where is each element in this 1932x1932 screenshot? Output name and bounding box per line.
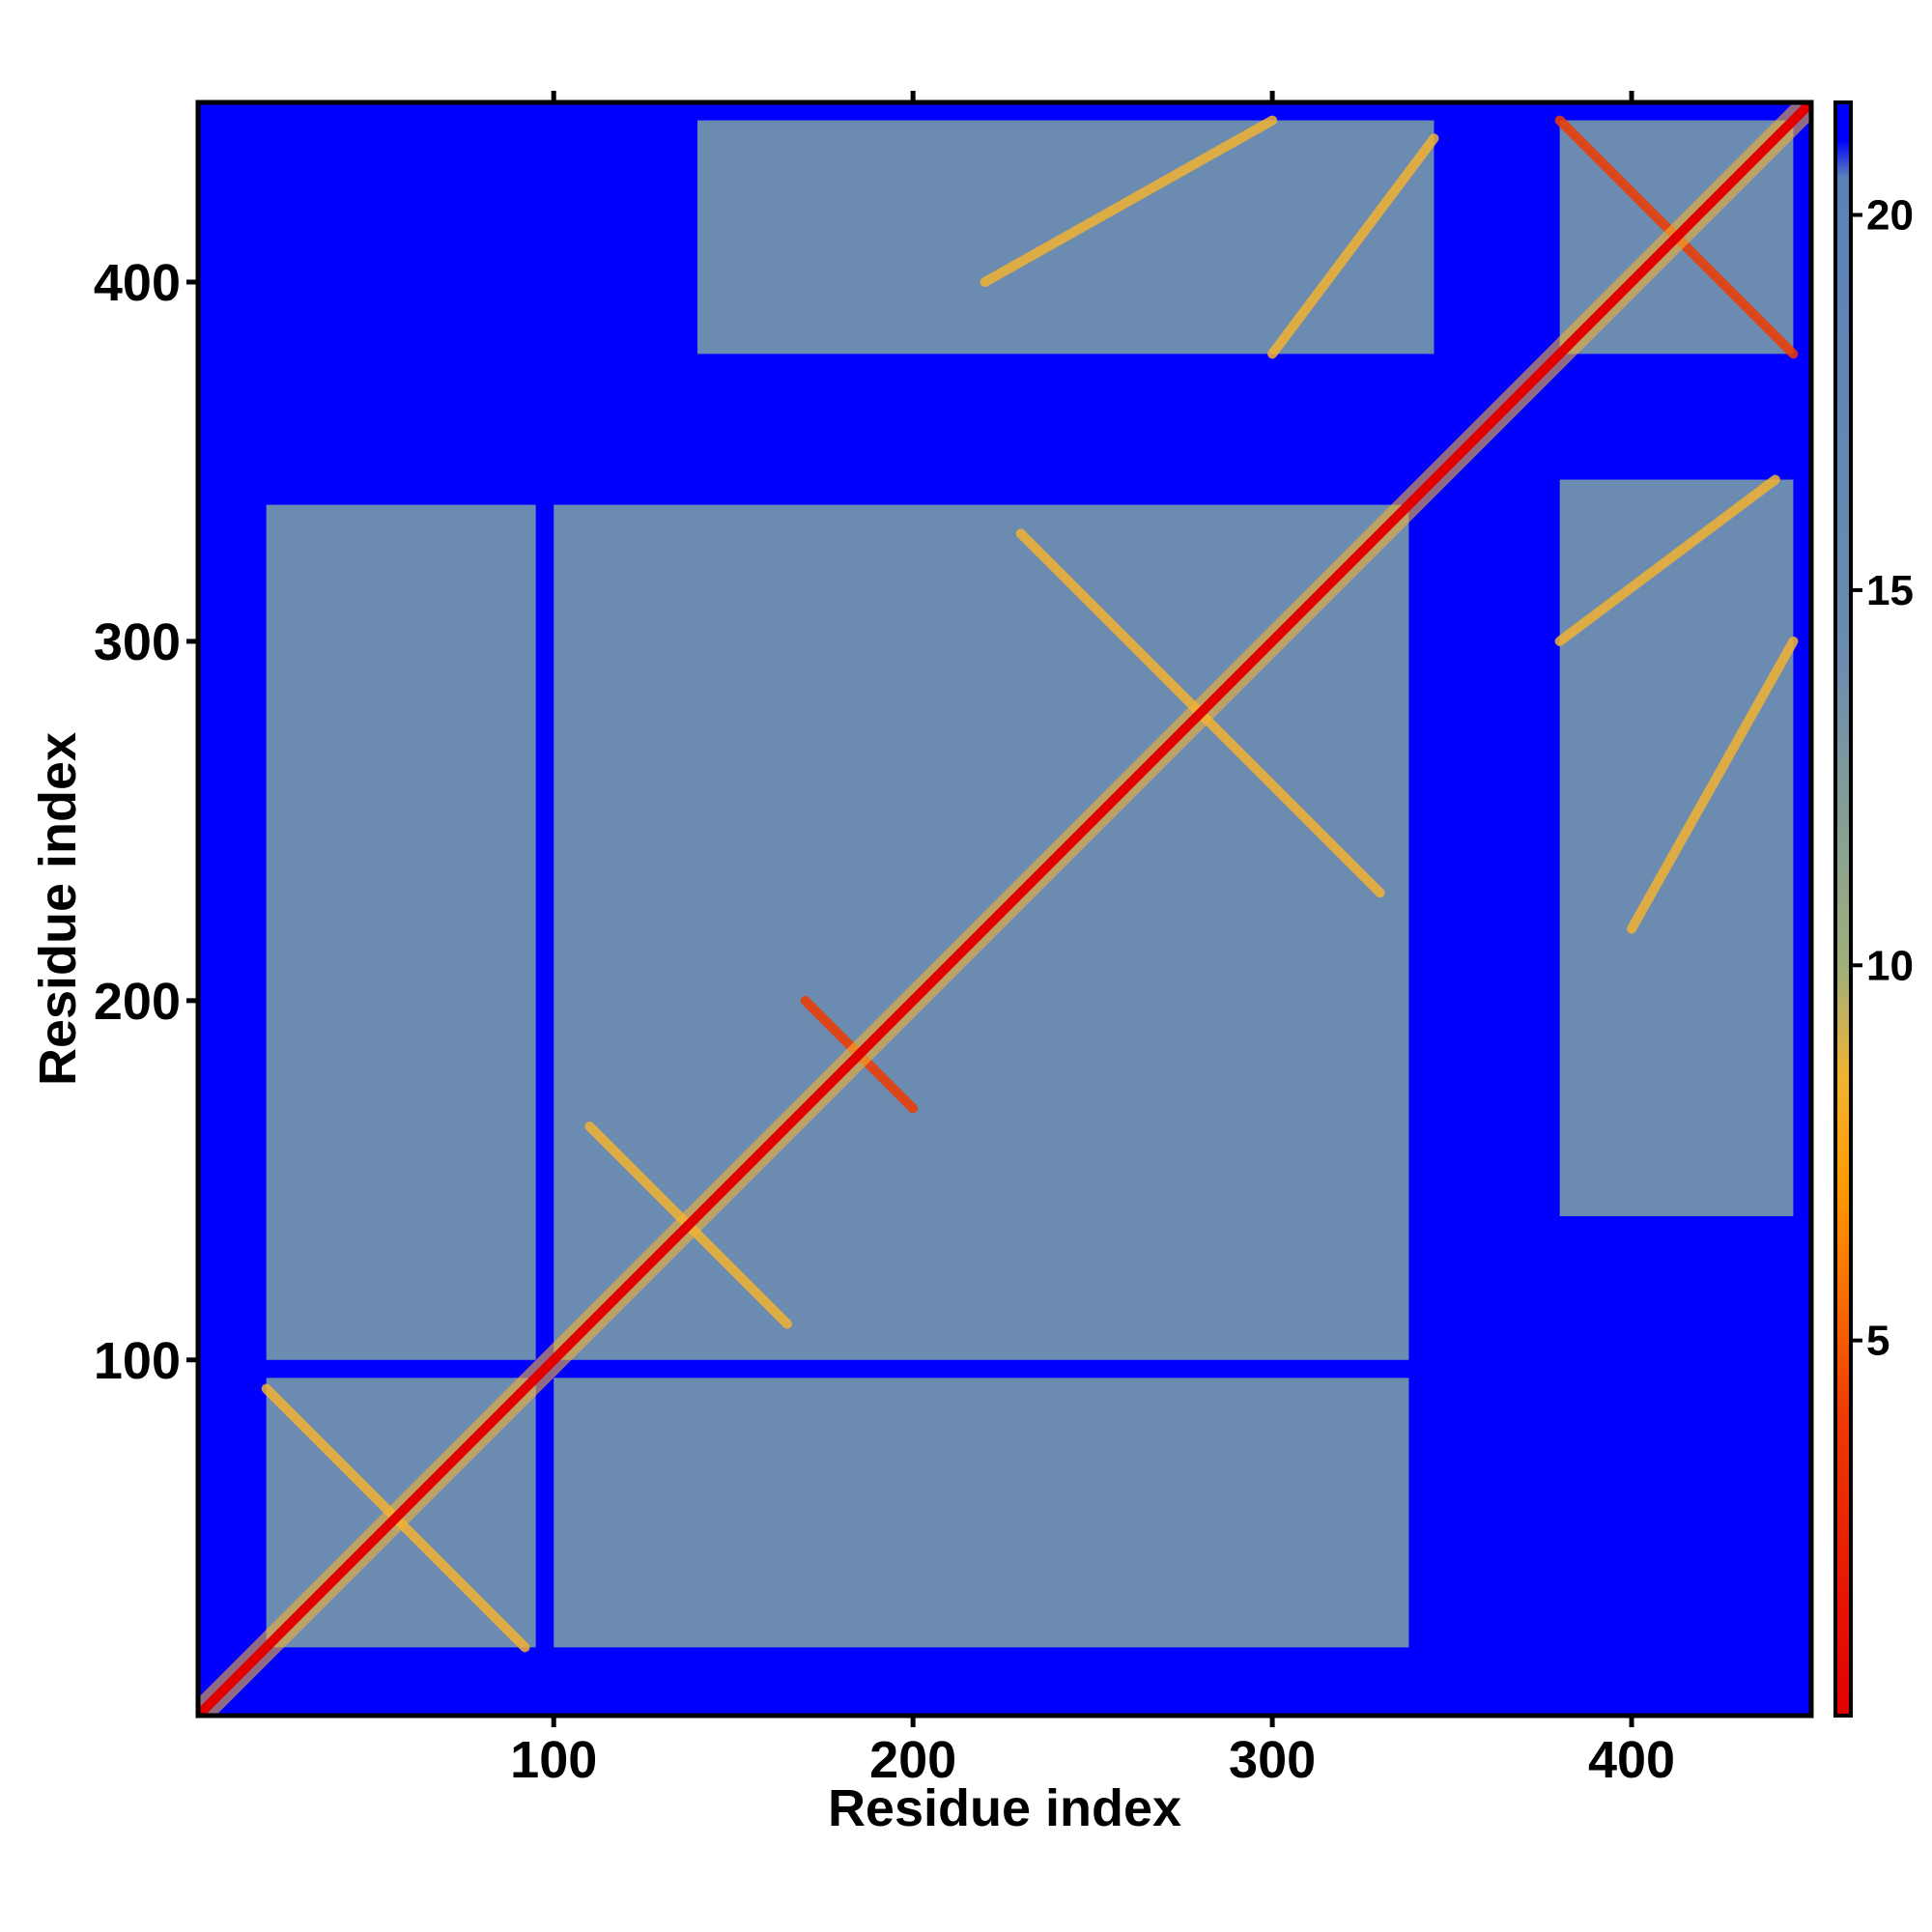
- heatmap-region-6: [554, 1378, 1409, 1648]
- plot-frame: [195, 99, 1814, 1719]
- y-axis-title: Residue index: [29, 732, 87, 1086]
- y-tick-label: 400: [94, 254, 181, 312]
- x-tick-label: 200: [869, 1731, 956, 1789]
- colorbar-tick-label: 10: [1866, 942, 1914, 989]
- x-tick-label: 400: [1588, 1731, 1675, 1789]
- x-axis: 100 200 300 400: [510, 91, 1675, 1789]
- x-tick-label: 100: [510, 1731, 597, 1789]
- contact-line-6: [1267, 133, 1439, 359]
- contact-line-8: [1554, 474, 1780, 646]
- colorbar-tick-label: 5: [1866, 1318, 1889, 1365]
- heatmap-region-5: [266, 504, 536, 1360]
- colorbar-bar: [1833, 100, 1853, 1718]
- y-axis: 100 200 300 400: [94, 254, 198, 1390]
- contact-line-7: [1627, 636, 1799, 934]
- contact-line-5: [980, 115, 1278, 287]
- heatmap-area: [198, 102, 1811, 1716]
- colorbar-tick-label: 20: [1866, 192, 1914, 240]
- colorbar: 5 10 15 20: [1833, 100, 1914, 1718]
- x-axis-title: Residue index: [828, 1779, 1181, 1837]
- x-tick-label: 300: [1229, 1731, 1316, 1789]
- colorbar-tick-label: 15: [1866, 567, 1914, 614]
- diagonal-line: [198, 102, 1811, 1716]
- y-tick-label: 200: [94, 973, 181, 1031]
- y-tick-label: 100: [94, 1332, 181, 1390]
- y-tick-label: 300: [94, 613, 181, 671]
